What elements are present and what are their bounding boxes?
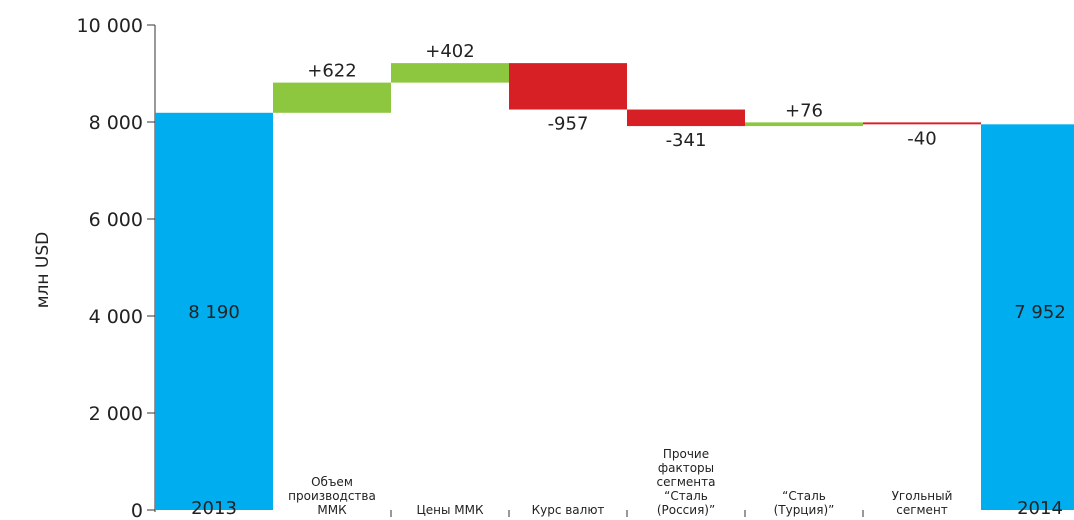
x-tick-label: 2014 [1017,498,1063,519]
x-tick-label: “Сталь [664,489,708,503]
y-axis-label: млн USD [33,232,53,309]
x-tick-label: “Сталь [782,489,826,503]
y-tick-label: 0 [131,500,143,520]
x-tick-label: Цены ММК [416,503,484,517]
x-tick-label: производства [288,489,376,503]
y-tick-label: 4 000 [89,306,143,328]
x-tick-label: Объем [311,475,353,489]
x-tick-label: Угольный [892,489,953,503]
y-tick-label: 8 000 [89,112,143,134]
x-tick-label: 2013 [191,498,237,519]
x-tick-label: (Турция)” [774,503,835,517]
value-label: -40 [907,128,936,149]
bar [627,109,745,127]
x-tick-label: сегмента [657,475,716,489]
bar [509,63,627,110]
value-label: +622 [307,61,356,82]
value-label: +76 [785,100,823,121]
bar [863,122,981,125]
x-tick-label: Прочие [663,447,709,461]
value-label: -341 [666,130,707,151]
y-tick-label: 6 000 [89,209,143,231]
x-tick-label: (Россия)” [657,503,715,517]
x-tick-label: Курс валют [532,503,605,517]
bar [981,124,1074,510]
value-label: -957 [548,114,589,135]
bar [745,122,863,127]
value-label: 8 190 [188,302,240,323]
x-tick-label: сегмент [896,503,948,517]
bar [391,63,509,83]
bar [273,82,391,113]
value-label: +402 [425,41,474,62]
y-tick-label: 2 000 [89,403,143,425]
y-tick-label: 10 000 [77,15,143,37]
bar [155,112,273,510]
value-label: 7 952 [1014,302,1066,323]
x-tick-label: факторы [658,461,714,475]
x-tick-label: ММК [317,503,347,517]
